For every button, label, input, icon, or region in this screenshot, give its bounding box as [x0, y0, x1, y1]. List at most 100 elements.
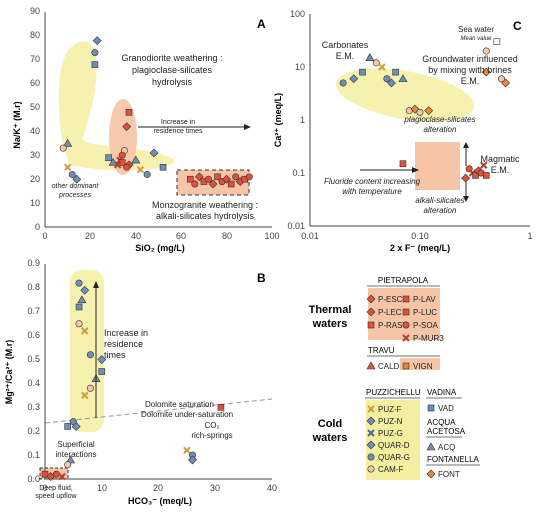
- panel-c-xticks: 0.01 0.10 1: [301, 231, 532, 241]
- a-ytick: 60: [30, 78, 40, 88]
- data-point: [131, 155, 141, 164]
- marker-stroke: [136, 165, 145, 174]
- c-arrow-head: [412, 167, 419, 173]
- a-label-monzogranite: Monzogranite weathering :: [152, 200, 258, 210]
- a-label-increase: residence times: [153, 128, 203, 135]
- data-point: [77, 295, 87, 304]
- c-xtick: 1: [527, 231, 532, 241]
- b-label-dolomite-sat: Dolomite saturation: [145, 400, 214, 409]
- granodiorite-zone: [58, 41, 175, 171]
- b-label-co2: CO₂: [204, 421, 219, 430]
- data-point: [75, 320, 83, 328]
- marker-stroke: [63, 163, 72, 171]
- data-point: [501, 78, 511, 88]
- data-point: [63, 138, 73, 147]
- data-point: [68, 170, 76, 178]
- panel-a-ylabel: Na/K⁺ (M.r): [12, 101, 22, 148]
- panel-c-yticks: 0.01 0.1 1 10 100: [287, 9, 305, 231]
- data-point: [416, 108, 424, 116]
- panel-b-ylabel: Mg²⁺/Ca²⁺ (M.r): [4, 340, 14, 405]
- b-dolomite-line: [44, 398, 273, 424]
- data-point: [64, 461, 72, 469]
- data-point: [372, 59, 380, 67]
- c-arrow-head: [463, 142, 469, 148]
- data-point: [208, 179, 218, 189]
- legend-travu-box: [400, 358, 440, 370]
- a-label-monzogranite: alkali-silicates hydrolysis: [156, 211, 255, 221]
- b-label-deep: Deep fluid,: [39, 485, 73, 492]
- data-point: [123, 163, 131, 171]
- legend-label-font: FONT: [438, 470, 460, 479]
- data-point: [497, 75, 505, 83]
- b-ytick: 0.4: [27, 378, 40, 388]
- a-label-granodiorite: plagioclase-silicates: [132, 65, 213, 75]
- marker-stroke: [81, 327, 89, 335]
- legend-label-p-soa: P-SOA: [413, 321, 439, 330]
- b-label-superficial: Superficial: [57, 440, 95, 449]
- marker-stroke: [113, 161, 122, 169]
- data-point: [245, 173, 253, 181]
- c-label-sea-water: Mean value: [460, 36, 492, 42]
- a-label-other: processes: [58, 192, 91, 199]
- c-label-sea-water: Sea water: [458, 25, 494, 34]
- legend-marker: [366, 307, 376, 317]
- panel-c-ylabel: Ca²⁺ (meq/L): [273, 93, 283, 147]
- legend: Thermal waters Cold waters PIETRAPOLA TR…: [309, 276, 480, 480]
- panel-b-points: [41, 279, 225, 482]
- legend-marker: [367, 321, 375, 329]
- legend-label-p-luc: P-LUC: [413, 308, 437, 317]
- b-ytick: 0.3: [27, 402, 40, 412]
- legend-marker: [367, 465, 375, 473]
- marker-stroke: [402, 334, 410, 342]
- b-xtick: 0: [42, 483, 47, 493]
- legend-cold-title: waters: [312, 432, 348, 444]
- b-arrow-head: [93, 281, 99, 288]
- data-point: [204, 175, 212, 183]
- a-ytick: 40: [30, 126, 40, 136]
- legend-label-p-lav: P-LAV: [413, 295, 436, 304]
- legend-label-p-lec: P-LEC: [378, 308, 402, 317]
- panel-c-annotations: Carbonates E.M. Sea water Mean value Gro…: [322, 25, 520, 215]
- c-label-magmatic: Magmatic: [480, 154, 520, 164]
- panel-a-letter: A: [257, 17, 266, 31]
- data-point: [383, 75, 391, 83]
- data-point: [191, 180, 199, 188]
- data-point: [365, 53, 375, 61]
- legend-marker: [426, 442, 436, 451]
- b-xtick: 20: [153, 483, 163, 493]
- data-point: [339, 79, 347, 87]
- data-point: [387, 78, 396, 88]
- legend-marker: [366, 361, 376, 370]
- legend-label-p-rast: P-RAST: [378, 321, 407, 330]
- data-point: [183, 446, 191, 455]
- data-point: [81, 327, 89, 335]
- data-point: [122, 122, 132, 132]
- data-point: [188, 455, 197, 465]
- c-magmatic-box: [415, 142, 460, 190]
- data-point: [59, 144, 67, 152]
- b-ytick: 0.7: [27, 306, 40, 316]
- b-ytick: 0.2: [27, 426, 40, 436]
- b-residence-zone: [70, 270, 104, 432]
- b-label-increase: residence: [104, 339, 143, 349]
- a-label-increase: Increase in: [161, 119, 195, 126]
- b-ytick: 0.1: [27, 450, 40, 460]
- legend-group-fontanella: FONTANELLA: [427, 455, 480, 464]
- legend-marker: [366, 440, 376, 450]
- a-xtick: 20: [85, 231, 95, 241]
- legend-label-puz-f: PUZ-F: [378, 405, 402, 414]
- data-point: [481, 67, 491, 77]
- panel-a-xlabel: SiO₂ (mg/L): [135, 243, 185, 253]
- data-point: [214, 173, 221, 181]
- c-ytick: 1: [300, 115, 305, 125]
- data-point: [58, 472, 66, 481]
- panel-c-xlabel: 2 x F⁻ (meq/L): [390, 243, 450, 253]
- legend-label-quar-d: QUAR-D: [378, 441, 410, 450]
- data-point: [113, 161, 122, 169]
- legend-group-acqua-acetosa: ACQUA: [427, 418, 456, 427]
- c-ytick: 10: [295, 62, 305, 72]
- panel-b: 0 10 20 30 40 0.0 0.1 0.2 0.3 0.4 0.5 0.…: [4, 258, 277, 506]
- legend-group-pietrapola: PIETRAPOLA: [378, 276, 429, 285]
- data-point: [217, 404, 225, 411]
- c-xtick: 0.10: [411, 231, 429, 241]
